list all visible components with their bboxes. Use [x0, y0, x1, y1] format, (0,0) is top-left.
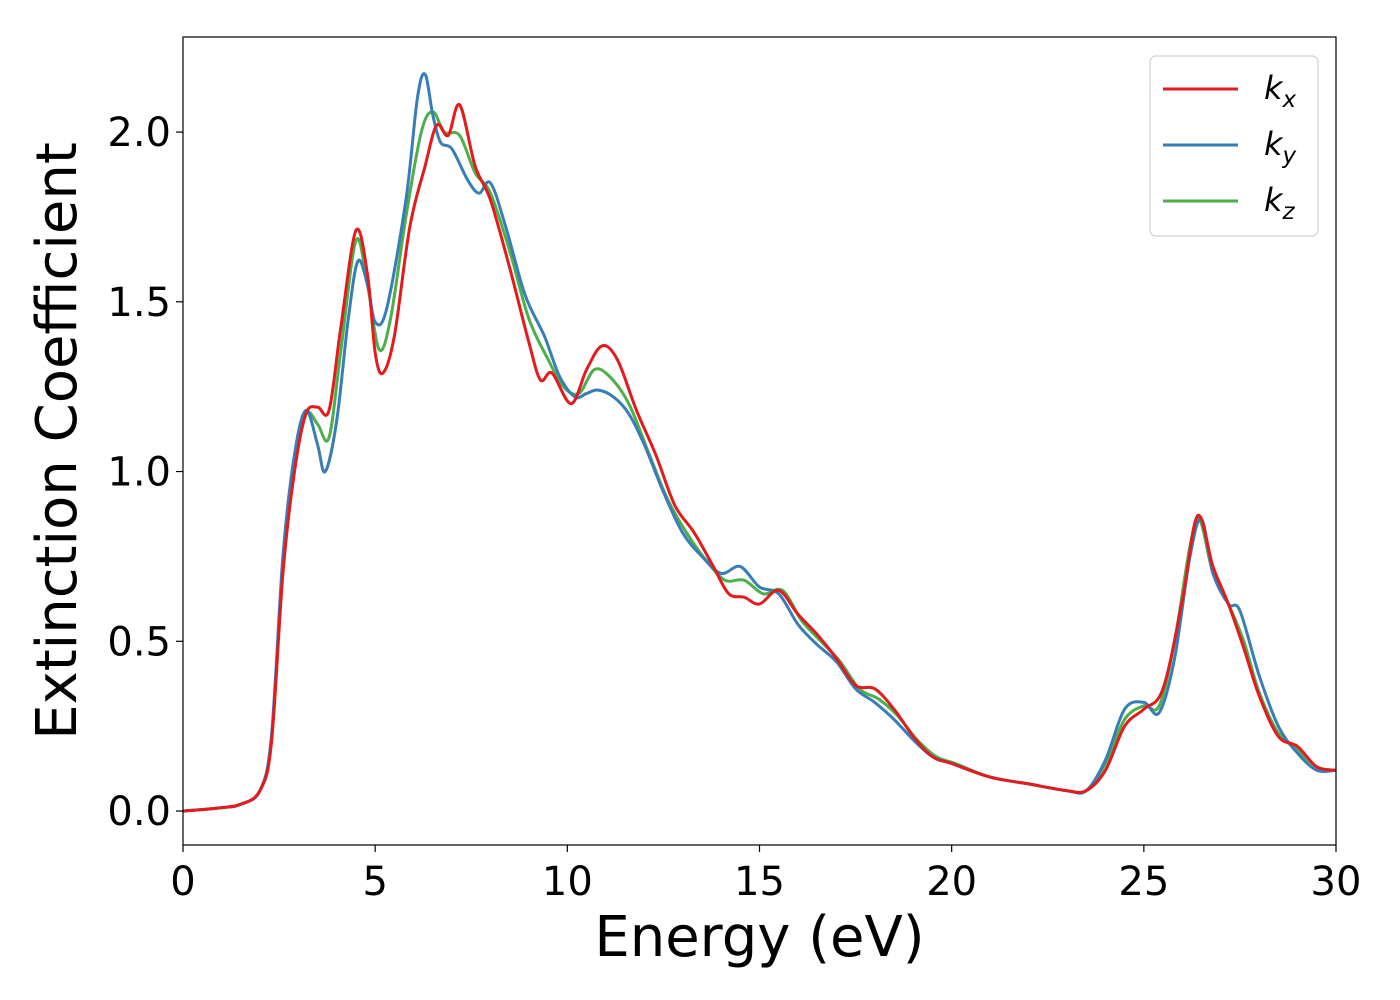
y-tick-label: 0.5: [107, 619, 171, 665]
x-tick-label: 5: [362, 859, 387, 905]
x-tick-label: 10: [542, 859, 593, 905]
x-tick-label: 20: [926, 859, 977, 905]
y-tick-label: 2.0: [107, 110, 171, 156]
legend-label-kx: kx: [1264, 69, 1297, 113]
y-tick-label: 0.0: [107, 789, 171, 835]
y-axis-title: Extinction Coefficient: [25, 142, 90, 740]
tick-layer: 0 5 10 15 20 25 30 0.0 0.5 1.0 1.5 2.0: [107, 110, 1361, 905]
x-tick-label: 30: [1311, 859, 1362, 905]
x-axis-title: Energy (eV): [594, 905, 924, 970]
x-tick-label: 25: [1118, 859, 1169, 905]
legend: kx ky kz: [1149, 55, 1319, 237]
legend-label-kz: kz: [1264, 181, 1296, 225]
series-line-ky: [183, 72, 1336, 813]
x-tick-label: 0: [170, 859, 195, 905]
y-tick-label: 1.5: [107, 280, 171, 326]
series-layer: [183, 72, 1336, 813]
y-tick-label: 1.0: [107, 450, 171, 496]
series-line-kz: [183, 110, 1336, 813]
series-line-kx: [183, 103, 1336, 813]
x-tick-label: 15: [734, 859, 785, 905]
legend-label-ky: ky: [1264, 125, 1297, 169]
